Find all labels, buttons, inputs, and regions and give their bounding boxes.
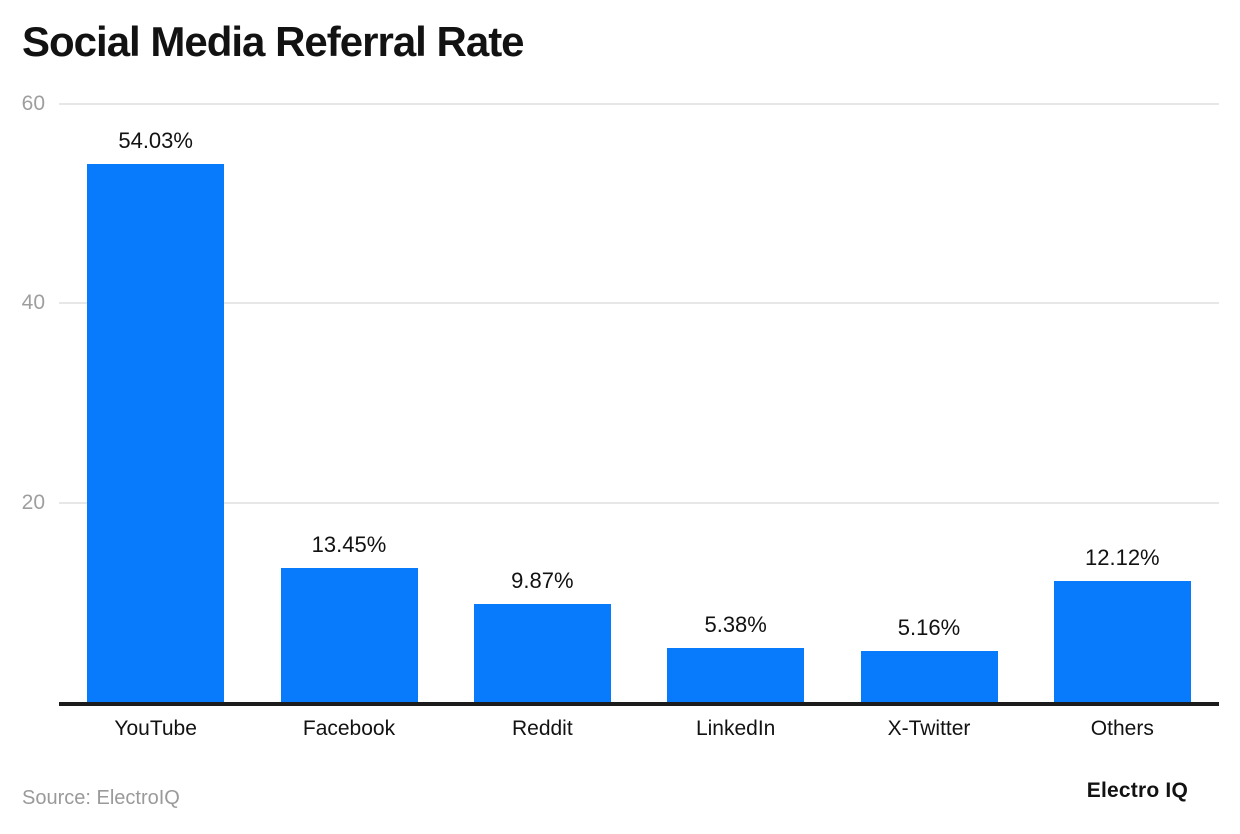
bar-value-label: 5.16%	[897, 614, 961, 640]
bar-value-label: 54.03%	[118, 127, 193, 153]
bar	[1053, 581, 1191, 702]
bar-value-label: 13.45%	[311, 531, 387, 557]
grid-line	[59, 103, 1219, 105]
y-tick-label: 60	[21, 92, 45, 115]
bar-value-label: 9.87%	[511, 567, 574, 593]
chart-title: Social Media Referral Rate	[22, 18, 525, 65]
x-category-label: Facebook	[302, 717, 396, 740]
x-axis-line	[59, 702, 1219, 706]
source-note: Source: ElectroIQ	[22, 787, 180, 809]
x-category-label: LinkedIn	[695, 717, 776, 740]
x-category-label: Reddit	[511, 717, 573, 740]
bar	[473, 603, 611, 702]
x-category-label: YouTube	[114, 717, 197, 740]
bar	[87, 163, 225, 702]
grid-line	[59, 302, 1219, 305]
bar	[667, 648, 805, 702]
x-category-label: X-Twitter	[887, 717, 971, 740]
bar-value-label: 12.12%	[1085, 545, 1160, 571]
bar-value-label: 5.38%	[704, 612, 767, 638]
grid-line	[59, 501, 1219, 504]
x-category-label: Others	[1090, 717, 1154, 740]
brand-logo: Electro IQ	[1086, 779, 1188, 802]
y-tick-label: 40	[21, 291, 45, 315]
y-tick-label: 20	[21, 490, 45, 514]
bar	[280, 567, 418, 702]
bar	[860, 650, 998, 702]
